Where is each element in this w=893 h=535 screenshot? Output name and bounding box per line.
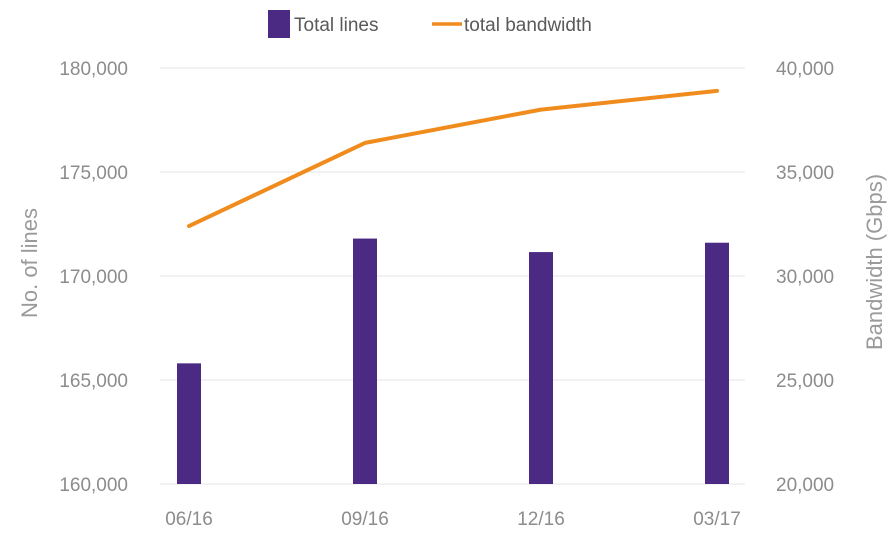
bar-total-lines — [529, 252, 553, 484]
y-right-axis-title: Bandwidth (Gbps) — [862, 174, 887, 350]
legend-swatch-total-lines — [268, 10, 290, 38]
y-left-tick-label: 175,000 — [59, 163, 128, 184]
bar-total-lines — [177, 363, 201, 484]
y-left-tick-label: 180,000 — [59, 59, 128, 80]
bar-total-lines — [705, 242, 729, 484]
line-total-bandwidth — [187, 88, 719, 229]
bar-total-lines — [353, 238, 377, 484]
gridlines — [160, 67, 745, 485]
x-tick-label: 09/16 — [341, 509, 389, 530]
legend: Total lines total bandwidth — [268, 10, 592, 38]
y-right-tick-label: 40,000 — [776, 59, 834, 80]
y-left-tick-label: 160,000 — [59, 475, 128, 496]
legend-label-total-bandwidth: total bandwidth — [464, 15, 592, 36]
y-left-tick-label: 165,000 — [59, 371, 128, 392]
y-right-tick-label: 25,000 — [776, 371, 834, 392]
bars — [177, 238, 729, 484]
x-tick-label: 03/17 — [693, 509, 741, 530]
bandwidth-line — [187, 88, 719, 229]
y-left-axis-title: No. of lines — [17, 208, 42, 318]
x-tick-label: 12/16 — [517, 509, 565, 530]
tick-labels: 160,000 20,000 165,000 25,000 170,000 30,000 1… — [59, 59, 834, 530]
y-right-tick-label: 35,000 — [776, 163, 834, 184]
y-left-tick-label: 170,000 — [59, 267, 128, 288]
y-right-tick-label: 30,000 — [776, 267, 834, 288]
x-tick-label: 06/16 — [165, 509, 213, 530]
legend-label-total-lines: Total lines — [294, 15, 379, 36]
y-right-tick-label: 20,000 — [776, 475, 834, 496]
